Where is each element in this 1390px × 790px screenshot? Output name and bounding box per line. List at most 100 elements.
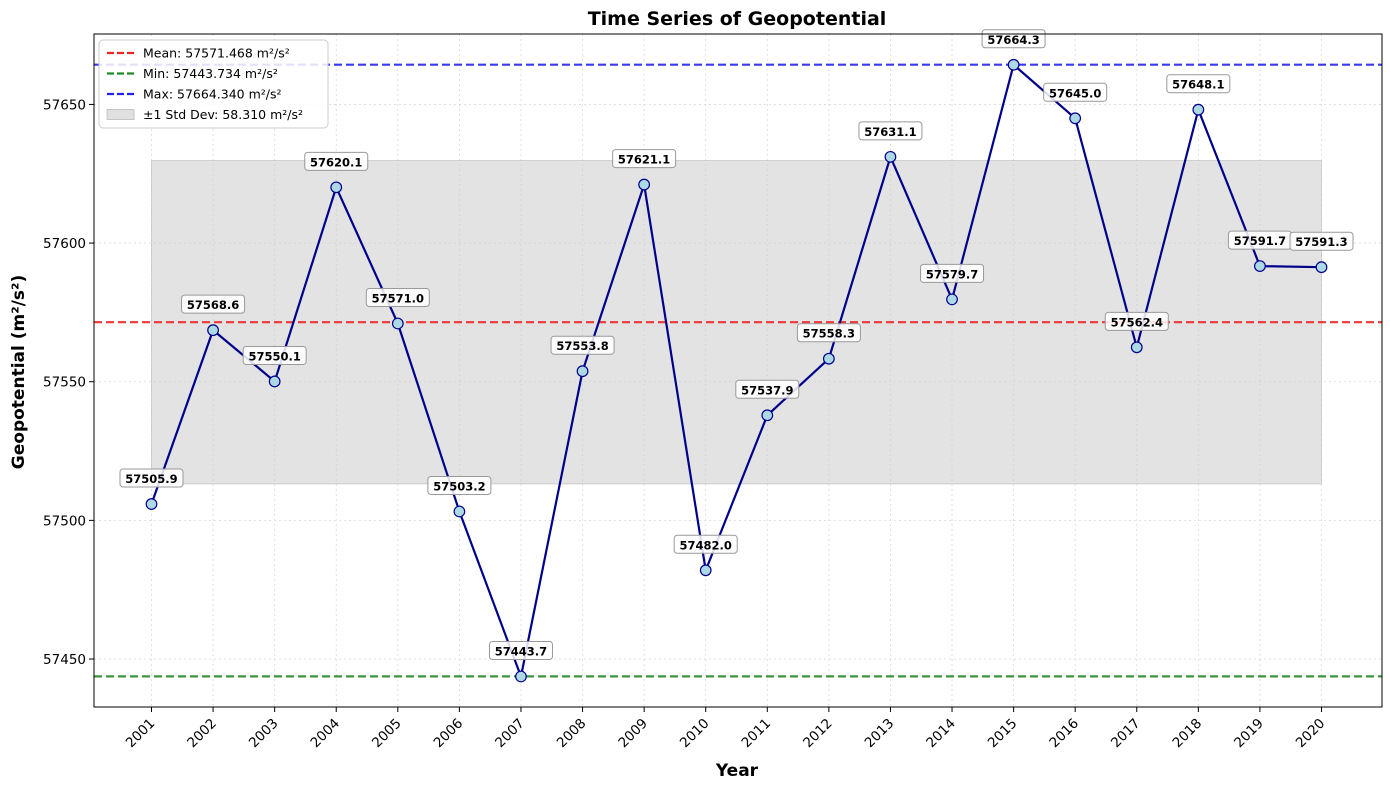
data-label-box [612,149,677,169]
data-label: 57631.1 [864,125,916,139]
data-point [330,181,343,194]
data-label: 57591.7 [1234,234,1286,248]
data-point [515,670,527,683]
legend-item-mean: Mean: 57571.468 m²/s² [107,46,290,61]
data-label-group: 57443.7 [488,640,553,660]
chart-title: Time Series of Geopotential [588,8,887,30]
data-label-group: 57664.3 [981,29,1046,49]
data-label-box [365,287,430,307]
data-point [946,293,958,306]
series-line [150,63,1322,678]
data-label-group: 57579.7 [920,263,985,283]
data-label-box [427,476,492,496]
data-point [1254,260,1266,272]
data-label: 57550.1 [248,349,300,363]
data-label: 57537.9 [741,383,793,397]
x-axis-label: Year [715,761,759,781]
data-label-box [858,121,923,141]
data-label-group: 57537.9 [735,379,800,399]
data-point [761,409,774,422]
legend-label: ±1 Std Dev: 58.310 m²/s² [143,107,303,122]
legend-item-std: ±1 Std Dev: 58.310 m²/s² [106,107,303,122]
y-tick-label: 57600 [43,236,86,252]
data-label: 57562.4 [1111,315,1163,329]
data-point [1007,58,1020,71]
data-point [1069,112,1082,125]
data-label-group: 57645.0 [1043,82,1108,102]
data-point [391,317,404,330]
data-label: 57505.9 [125,472,177,486]
data-label-box [735,379,800,399]
data-label-group: 57571.0 [365,287,430,307]
data-label: 57571.0 [372,291,424,305]
data-point [207,324,219,337]
data-label: 57620.1 [310,155,362,169]
data-point [453,505,466,518]
data-label-group: 57558.3 [796,323,861,343]
data-label-box [488,640,553,660]
data-point [699,564,712,577]
data-label: 57648.1 [1172,78,1224,92]
data-label-group: 57621.1 [612,149,677,169]
y-axis-label: Geopotential (m²/s²) [9,275,29,469]
data-label-group: 57482.0 [673,534,738,554]
legend-swatch [106,109,135,120]
data-label-group: 57620.1 [304,151,369,171]
data-label-group: 57562.4 [1104,311,1169,331]
legend-item-min: Min: 57443.734 m²/s² [107,66,278,81]
data-label-group: 57591.3 [1289,231,1354,251]
data-label-group: 57648.1 [1166,74,1231,94]
data-label-box [1043,82,1108,102]
data-label-box [673,534,738,554]
data-label-group: 57550.1 [242,345,307,365]
y-tick-label: 57500 [43,513,86,529]
data-label-box [1289,231,1354,251]
series-geopotential [145,58,1328,683]
data-point [576,365,589,378]
y-tick-label: 57550 [43,375,86,391]
data-label: 57591.3 [1295,235,1347,249]
data-point [822,352,835,365]
legend-box [98,39,329,129]
y-tick-label: 57450 [43,652,86,668]
data-labels: 57505.9 57568.6 57550.1 57620.1 57571.0 57503… [119,29,1354,660]
data-label: 57645.0 [1049,86,1101,100]
data-label-box [1166,74,1231,94]
data-label-box [550,335,615,355]
data-point [145,498,158,510]
data-label: 57503.2 [433,480,485,494]
data-point [268,375,281,388]
data-point [884,150,897,163]
legend: Mean: 57571.468 m²/s² Min: 57443.734 m²/s… [98,39,329,129]
legend-label: Mean: 57571.468 m²/s² [143,46,290,61]
y-axis-ticks: 57450 57500 57550 57600 57650 [43,97,94,668]
data-point [638,178,651,191]
data-label-group: 57505.9 [119,468,184,488]
legend-item-max: Max: 57664.340 m²/s² [107,87,282,102]
axes-frame [93,33,1383,708]
data-label: 57568.6 [187,298,239,312]
legend-label: Max: 57664.340 m²/s² [143,87,282,102]
data-label-box [1104,311,1169,331]
data-label-group: 57503.2 [427,476,492,496]
data-label-group: 57553.8 [550,335,615,355]
data-label-group: 57568.6 [181,294,246,314]
data-point [1192,103,1205,116]
axes [93,33,1383,708]
data-point [1130,341,1143,354]
data-label: 57621.1 [618,153,670,167]
data-point [1315,261,1328,274]
data-label-box [181,294,246,314]
data-label: 57664.3 [987,33,1039,47]
data-label-box [796,323,861,343]
data-label-group: 57591.7 [1227,230,1292,250]
data-label: 57443.7 [495,644,547,658]
data-label-box [920,263,985,283]
data-label: 57579.7 [926,267,978,281]
y-tick-label: 57650 [43,97,86,113]
legend-label: Min: 57443.734 m²/s² [143,66,278,81]
data-label-box [119,468,184,488]
data-label: 57553.8 [556,339,608,353]
data-label-box [304,151,369,171]
data-label-group: 57631.1 [858,121,923,141]
